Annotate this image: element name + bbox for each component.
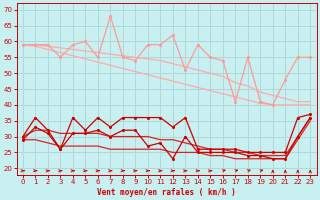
X-axis label: Vent moyen/en rafales ( km/h ): Vent moyen/en rafales ( km/h ) (97, 188, 236, 197)
